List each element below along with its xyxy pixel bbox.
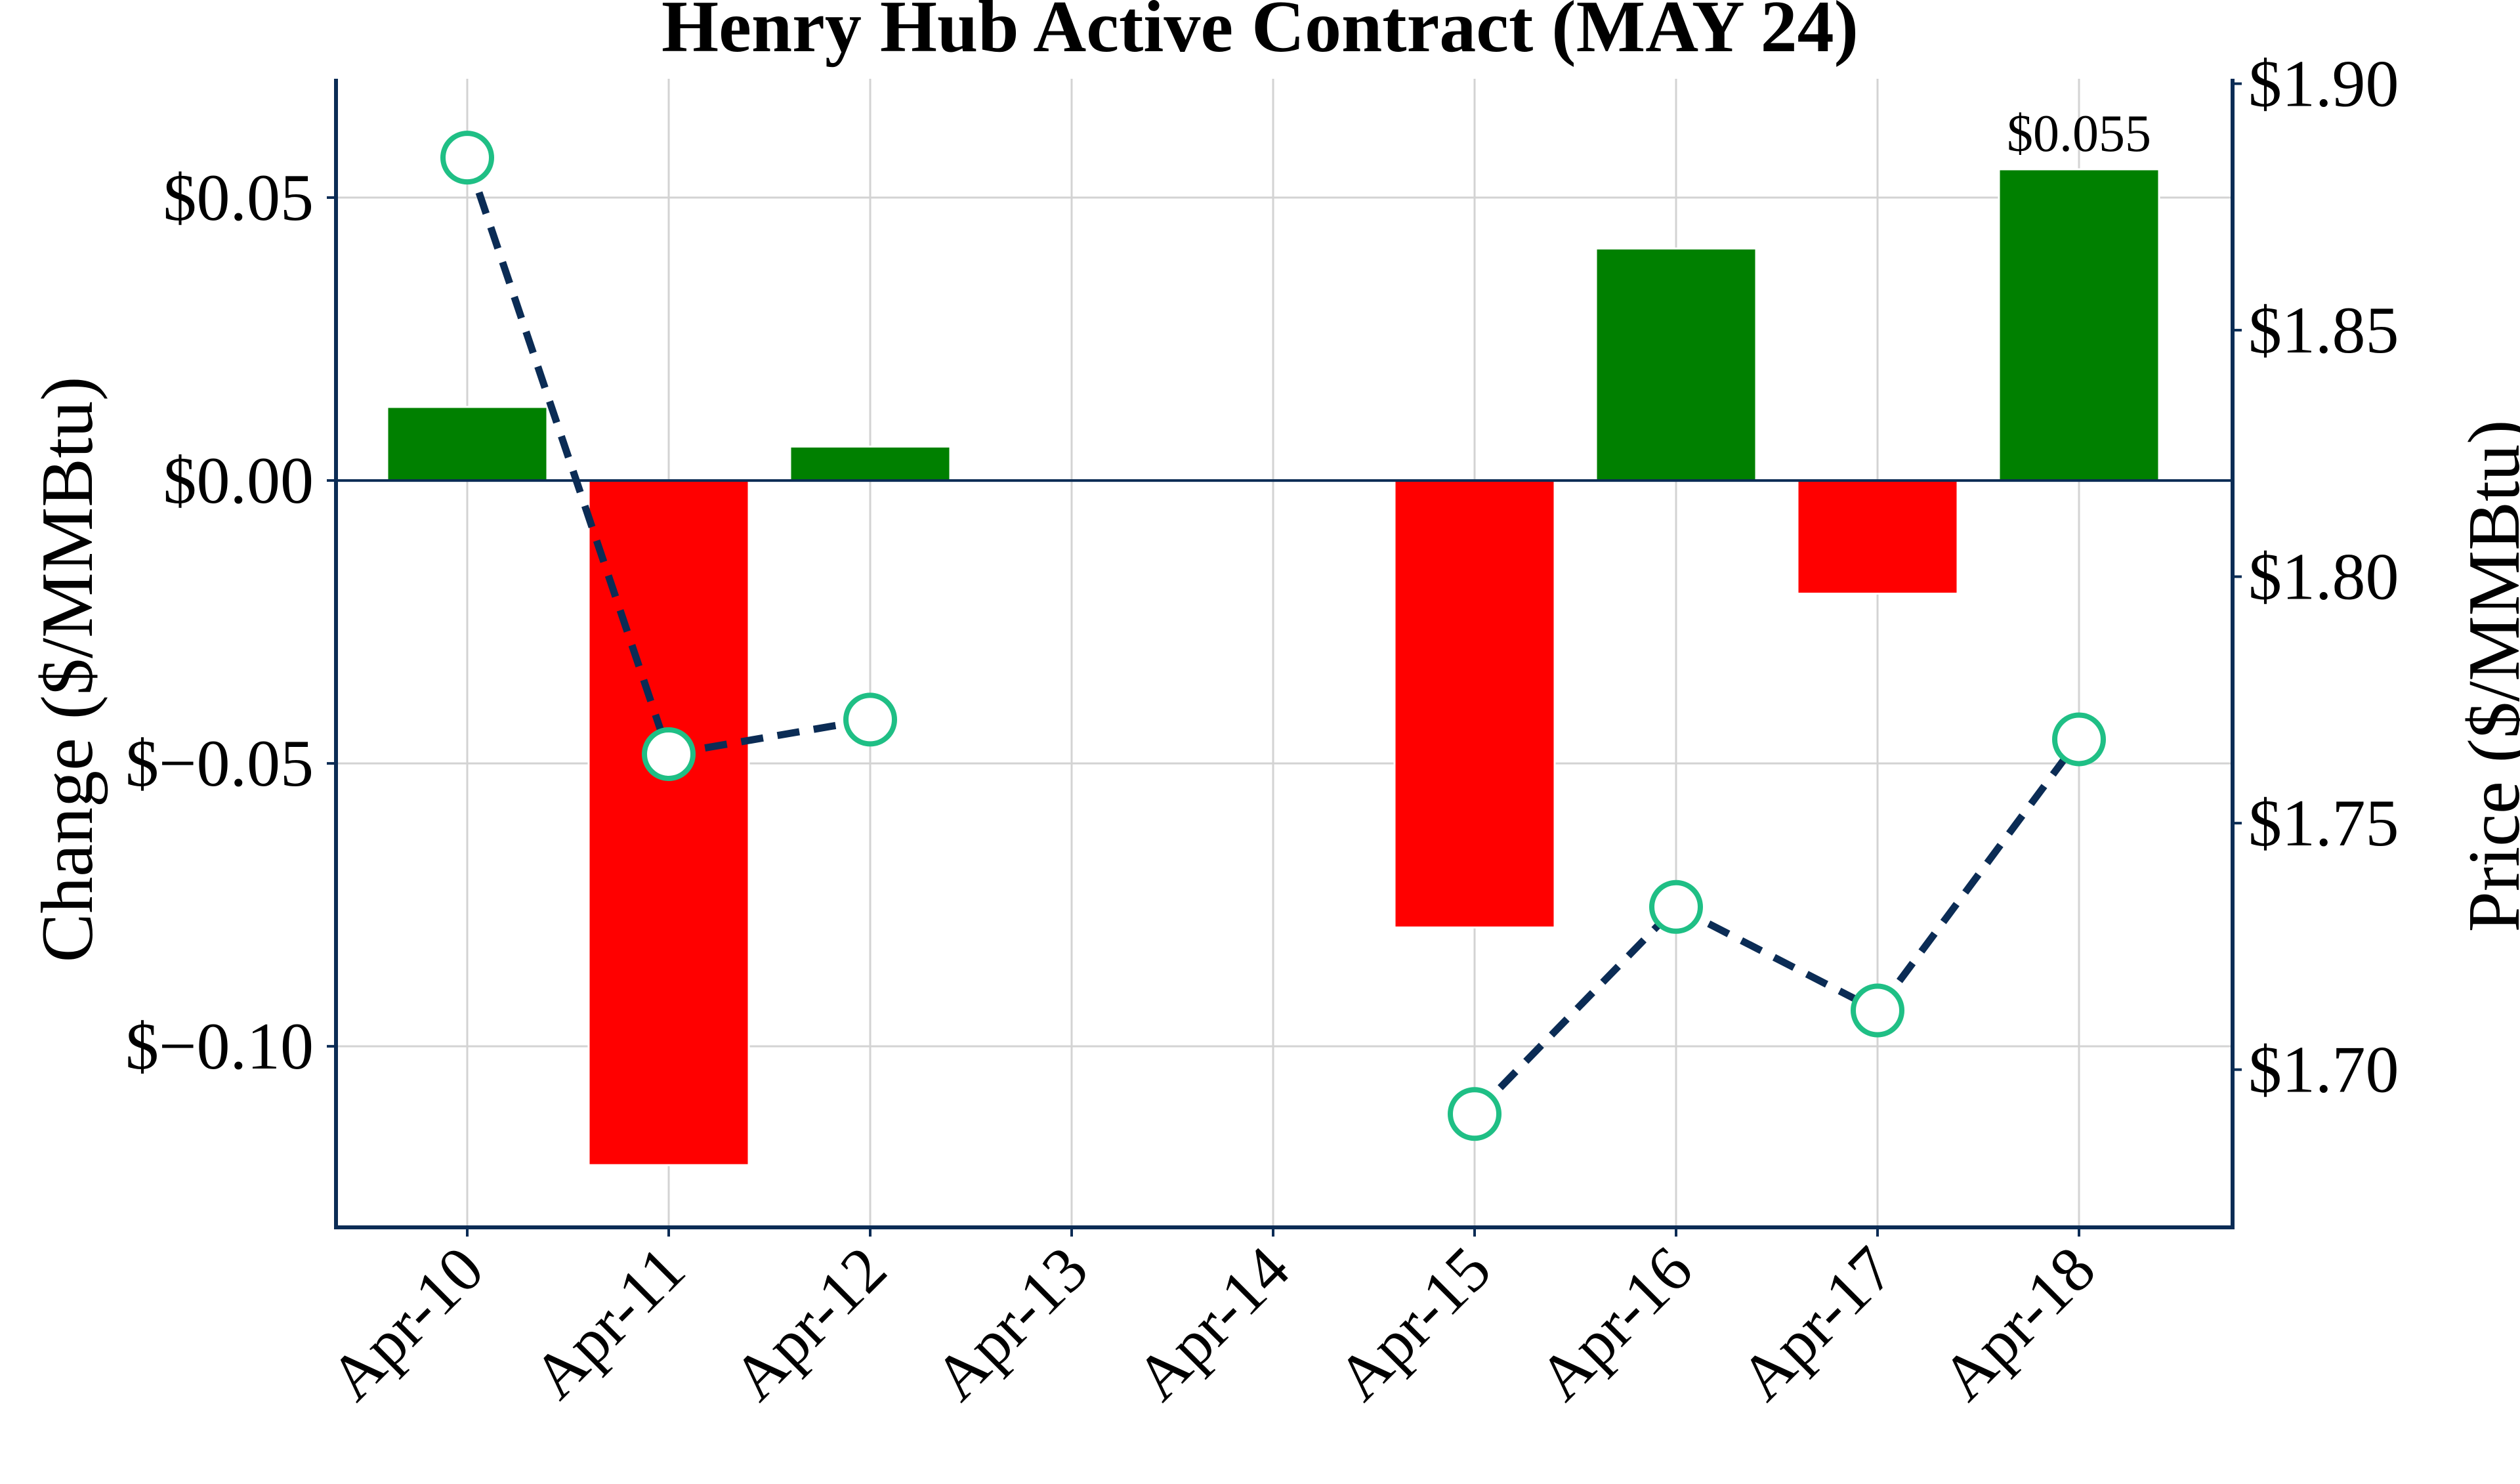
price-line-segment [463, 156, 673, 755]
axis-layer [327, 79, 2242, 1237]
x-tick-label: Apr-13 [921, 1233, 1101, 1414]
bar-value-label: $0.055 [2007, 105, 2151, 163]
x-tick-label: Apr-11 [520, 1233, 699, 1412]
x-tick-label: Apr-15 [1324, 1233, 1504, 1414]
bar-apr-16 [1595, 247, 1757, 482]
right-tick-label: $1.85 [2248, 293, 2399, 368]
bar-apr-12 [789, 445, 952, 482]
price-point-apr-16 [1649, 880, 1703, 934]
right-tick-label: $1.80 [2248, 540, 2399, 614]
left-axis-title: Change ($/MMBtu) [27, 377, 108, 963]
bar-apr-17 [1796, 479, 1959, 595]
x-tick-label: Apr-10 [316, 1233, 497, 1414]
price-line-segment [1874, 737, 2082, 1013]
price-point-apr-18 [2052, 712, 2106, 767]
left-tick-label: $0.05 [163, 161, 314, 235]
price-point-apr-11 [642, 727, 696, 781]
price-point-apr-15 [1448, 1087, 1502, 1141]
bar-apr-18 [1998, 168, 2160, 482]
right-tick-label: $1.70 [2248, 1033, 2399, 1107]
price-point-apr-17 [1851, 983, 1904, 1038]
x-tick-label: Apr-16 [1525, 1233, 1706, 1414]
right-tick-label: $1.75 [2248, 786, 2399, 860]
x-tick-label: Apr-12 [719, 1233, 900, 1414]
line-layer [463, 156, 2082, 1117]
x-tick-label: Apr-17 [1727, 1233, 1907, 1414]
price-line-segment [1472, 904, 1679, 1117]
price-line-segment [1674, 903, 1880, 1014]
bar-apr-10 [386, 406, 549, 482]
x-tick-label: Apr-18 [1928, 1233, 2109, 1414]
left-tick-label: $0.00 [163, 444, 314, 518]
marker-layer [440, 131, 2106, 1141]
bar-apr-15 [1393, 479, 1556, 929]
x-tick-label: Apr-14 [1122, 1233, 1303, 1414]
chart-title: Henry Hub Active Contract (MAY 24) [662, 0, 1858, 68]
price-point-apr-12 [843, 692, 897, 747]
left-tick-label: $−0.05 [125, 727, 314, 801]
right-axis-title: Price ($/MMBtu) [2454, 420, 2520, 933]
price-point-apr-10 [440, 131, 494, 185]
right-tick-label: $1.90 [2248, 47, 2399, 121]
left-tick-label: $−0.10 [125, 1009, 314, 1084]
